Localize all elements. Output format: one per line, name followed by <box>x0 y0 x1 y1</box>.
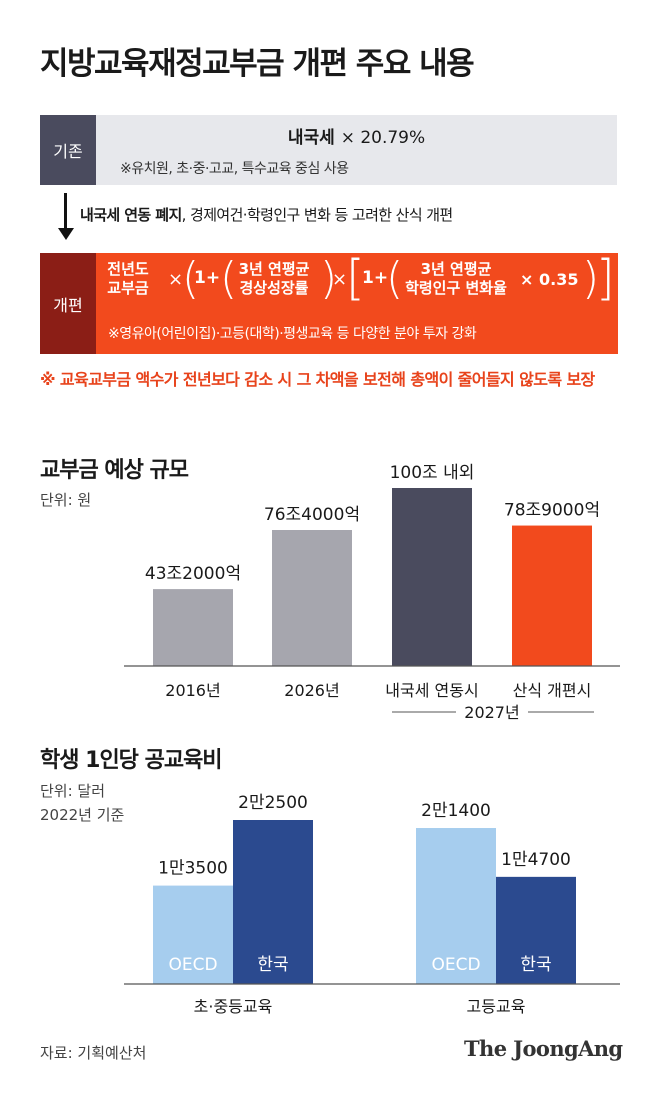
term-population-line2: 학령인구 변화율 <box>405 279 507 297</box>
left-paren-1: ( <box>182 253 200 304</box>
term-growth-rate: 3년 연평균 경상성장률 <box>226 260 322 298</box>
bar-value-label-1-2: 2만2500 <box>238 793 308 813</box>
new-system-box: 전년도 교부금 × ( 1+ ( 3년 연평균 경상성장률 ) × [ 1+ (… <box>96 253 618 354</box>
bar-3 <box>392 488 472 666</box>
left-paren-3: ( <box>386 253 404 304</box>
bar-2-2 <box>496 876 576 984</box>
right-bracket: ] <box>596 250 615 306</box>
section2-title: 학생 1인당 공교육비 <box>40 748 223 773</box>
term-growth-line1: 3년 연평균 <box>238 260 310 278</box>
old-system-formula: 내국세 × 20.79% <box>96 123 617 148</box>
section2-base-year: 2022년 기준 <box>40 806 125 824</box>
guarantee-note: ※ 교육교부금 액수가 전년보다 감소 시 그 차액을 보전해 총액이 줄어들지… <box>40 370 595 389</box>
series-label-1-1: OECD <box>168 955 217 975</box>
term-prev-grant-line2: 교부금 <box>107 279 149 297</box>
term-prev-grant-line1: 전년도 <box>107 260 149 278</box>
section1-title: 교부금 예상 규모 <box>40 458 189 483</box>
series-label-2-1: OECD <box>431 955 480 975</box>
bar-1 <box>153 589 233 666</box>
source-note: 자료: 기획예산처 <box>40 1044 147 1062</box>
right-paren-2: ) <box>582 253 600 304</box>
old-system-box: 내국세 × 20.79% ※유치원, 초·중·고교, 특수교육 중심 사용 <box>96 115 617 185</box>
section1-unit: 단위: 원 <box>40 491 92 509</box>
bar-2-1 <box>416 828 496 984</box>
term-population-rate: 3년 연평균 학령인구 변화율 <box>394 260 518 298</box>
old-system-note: ※유치원, 초·중·고교, 특수교육 중심 사용 <box>120 161 349 177</box>
category-label-2: 고등교육 <box>467 997 526 1016</box>
bar-value-label-2-1: 2만1400 <box>421 801 491 821</box>
old-system-label: 기존 <box>40 115 96 185</box>
term-prev-grant: 전년도 교부금 <box>96 260 160 298</box>
bar-1-1 <box>153 885 233 984</box>
right-paren-1: ) <box>320 253 338 304</box>
category-label-3: 내국세 연동시 <box>385 681 478 700</box>
bar-2 <box>272 530 352 666</box>
times-sign-2: × <box>332 269 348 290</box>
bar-4 <box>512 525 592 666</box>
new-system-note: ※영유아(어린이집)·고등(대학)·평생교육 등 다양한 분야 투자 강화 <box>108 326 477 342</box>
down-arrow-icon <box>58 228 74 240</box>
old-formula-rate: × 20.79% <box>340 128 426 148</box>
one-plus-2: 1+ <box>362 268 389 288</box>
coefficient: × 0.35 <box>520 270 579 289</box>
old-formula-base: 내국세 <box>287 128 335 148</box>
bar-value-label-1-1: 1만3500 <box>158 859 228 879</box>
category-label-1: 초·중등교육 <box>194 997 273 1016</box>
group-label-2027: 2027년 <box>464 703 519 722</box>
per-student-spending-chart: 1만3500 OECD 2만2500 한국초·중등교육 2만1400 OECD 1만4700… <box>124 793 620 1016</box>
left-paren-2: ( <box>220 253 238 304</box>
change-rest: , 경제여건·학령인구 변화 등 고려한 산식 개편 <box>181 206 454 224</box>
term-population-line1: 3년 연평균 <box>420 260 492 278</box>
category-label-2: 2026년 <box>284 681 339 700</box>
arrow-line <box>64 193 67 231</box>
bar-value-label-2-2: 1만4700 <box>501 850 571 870</box>
bar-value-label-3: 100조 내외 <box>390 463 475 483</box>
series-label-2-2: 한국 <box>520 955 551 975</box>
new-system-label: 개편 <box>40 253 96 354</box>
bar-value-label-1: 43조2000억 <box>145 564 241 584</box>
page-title: 지방교육재정교부금 개편 주요 내용 <box>40 46 475 82</box>
times-sign-1: × <box>168 269 184 290</box>
change-description: 내국세 연동 폐지, 경제여건·학령인구 변화 등 고려한 산식 개편 <box>80 204 453 225</box>
one-plus-1: 1+ <box>194 268 221 288</box>
category-label-4: 산식 개편시 <box>513 681 592 700</box>
bar-1-2 <box>233 820 313 984</box>
bar-value-label-4: 78조9000억 <box>504 501 600 521</box>
category-label-1: 2016년 <box>165 681 220 700</box>
series-label-1-2: 한국 <box>257 955 288 975</box>
bar-value-label-2: 76조4000억 <box>264 505 360 525</box>
change-bold: 내국세 연동 폐지 <box>80 206 182 224</box>
left-bracket: [ <box>346 250 365 306</box>
joongang-logo: The JoongAng <box>464 1036 623 1061</box>
section2-unit: 단위: 달러 <box>40 782 106 800</box>
term-growth-line2: 경상성장률 <box>239 279 309 297</box>
